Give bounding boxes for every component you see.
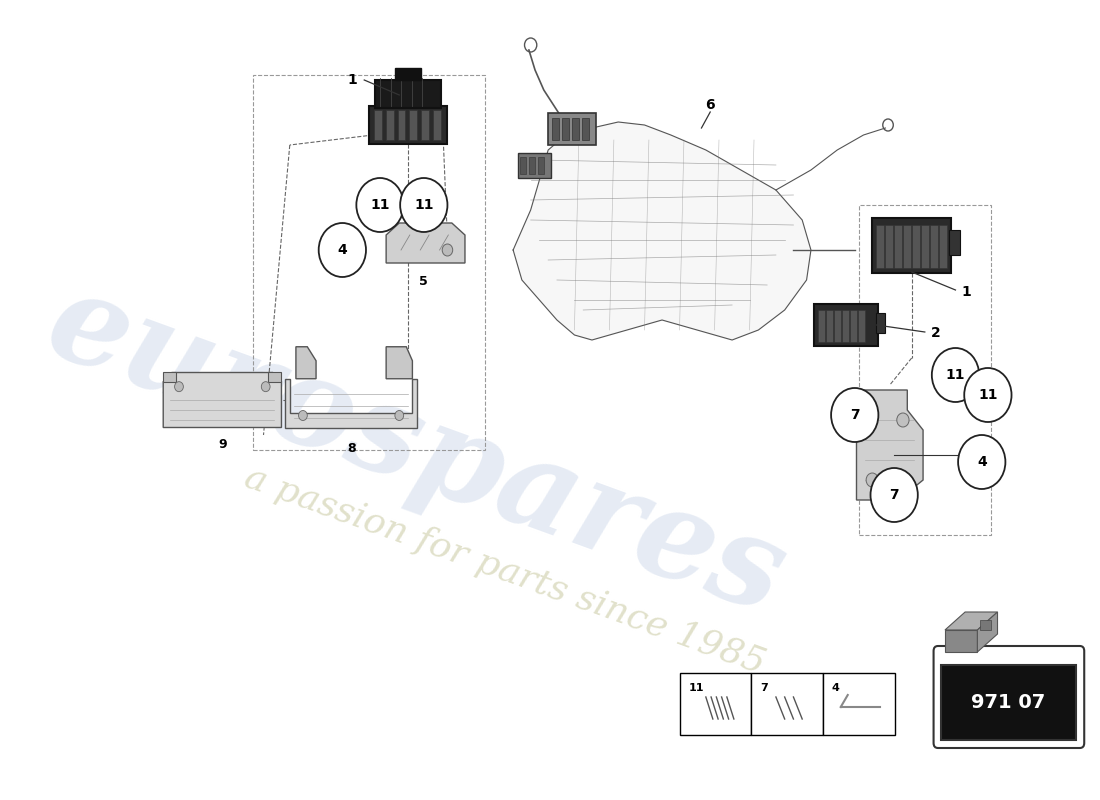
Bar: [876, 313, 884, 333]
Text: 9: 9: [218, 438, 227, 451]
Text: 5: 5: [419, 275, 428, 288]
Circle shape: [262, 382, 271, 392]
Text: 971 07: 971 07: [971, 693, 1045, 711]
Bar: [397, 110, 406, 140]
Bar: [872, 218, 952, 273]
Polygon shape: [945, 612, 998, 630]
Text: 11: 11: [946, 368, 965, 382]
Circle shape: [175, 382, 184, 392]
Polygon shape: [945, 630, 978, 652]
Circle shape: [395, 410, 404, 421]
Circle shape: [932, 348, 979, 402]
Bar: [912, 225, 920, 267]
Text: 11: 11: [978, 388, 998, 402]
Bar: [940, 665, 1077, 740]
Text: 11: 11: [371, 198, 389, 212]
Text: 6: 6: [705, 98, 715, 112]
Bar: [903, 225, 911, 267]
Bar: [818, 310, 825, 342]
Bar: [823, 673, 895, 735]
Bar: [562, 118, 569, 140]
Circle shape: [866, 473, 879, 487]
Text: 1: 1: [961, 285, 971, 299]
Polygon shape: [285, 378, 417, 427]
Text: 1: 1: [348, 73, 358, 87]
Bar: [826, 310, 834, 342]
Text: 11: 11: [414, 198, 433, 212]
Bar: [893, 225, 902, 267]
Bar: [834, 310, 842, 342]
Circle shape: [958, 435, 1005, 489]
Bar: [938, 225, 947, 267]
Text: 4: 4: [832, 683, 839, 693]
Bar: [858, 310, 866, 342]
Polygon shape: [386, 223, 465, 263]
Bar: [386, 110, 394, 140]
Text: 4: 4: [977, 455, 987, 469]
Polygon shape: [296, 346, 316, 378]
Polygon shape: [386, 346, 412, 378]
Bar: [529, 157, 535, 174]
Text: eurospares: eurospares: [32, 261, 801, 639]
Bar: [421, 110, 429, 140]
Polygon shape: [513, 122, 811, 340]
Text: 4: 4: [338, 243, 348, 257]
Bar: [374, 110, 382, 140]
Circle shape: [832, 388, 879, 442]
Circle shape: [356, 178, 404, 232]
Bar: [552, 118, 559, 140]
Circle shape: [442, 244, 453, 256]
Polygon shape: [978, 612, 998, 652]
Bar: [814, 304, 878, 346]
Circle shape: [400, 178, 448, 232]
Polygon shape: [163, 373, 282, 427]
Bar: [538, 157, 543, 174]
Bar: [850, 310, 858, 342]
Polygon shape: [980, 620, 991, 630]
Bar: [395, 68, 421, 80]
Circle shape: [896, 413, 909, 427]
Text: 7: 7: [889, 488, 899, 502]
Text: 7: 7: [850, 408, 859, 422]
Polygon shape: [857, 390, 923, 500]
Text: 2: 2: [931, 326, 940, 340]
Bar: [520, 157, 526, 174]
Text: 8: 8: [346, 442, 355, 455]
Text: 11: 11: [689, 683, 704, 693]
Bar: [548, 113, 596, 145]
Polygon shape: [163, 373, 176, 382]
Bar: [842, 310, 849, 342]
Bar: [517, 153, 551, 178]
Bar: [921, 225, 928, 267]
Polygon shape: [268, 373, 282, 382]
Bar: [884, 225, 893, 267]
Bar: [680, 673, 751, 735]
Circle shape: [319, 223, 366, 277]
Bar: [930, 225, 937, 267]
Bar: [582, 118, 588, 140]
Bar: [433, 110, 441, 140]
Bar: [375, 80, 441, 108]
Bar: [949, 230, 960, 255]
Circle shape: [965, 368, 1012, 422]
Bar: [751, 673, 823, 735]
Bar: [409, 110, 417, 140]
Text: 7: 7: [760, 683, 768, 693]
Text: a passion for parts since 1985: a passion for parts since 1985: [240, 460, 769, 680]
Circle shape: [870, 468, 917, 522]
Circle shape: [298, 410, 307, 421]
Bar: [876, 225, 883, 267]
Bar: [572, 118, 579, 140]
Bar: [368, 106, 448, 144]
Text: 3: 3: [968, 448, 978, 462]
